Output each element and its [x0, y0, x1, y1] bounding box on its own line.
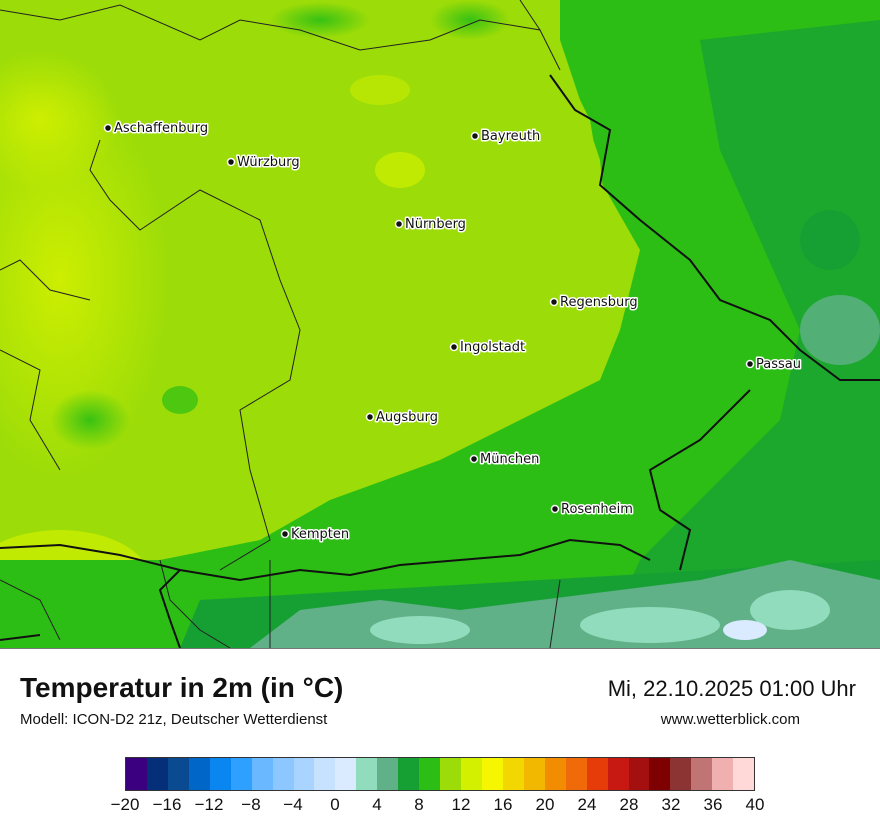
legend-swatch — [481, 758, 503, 790]
legend-swatch — [440, 758, 461, 790]
city-label: Aschaffenburg — [114, 121, 208, 136]
legend-swatch — [461, 758, 482, 790]
legend-swatch — [586, 758, 608, 790]
legend-swatch — [356, 758, 378, 790]
legend-swatch — [314, 758, 336, 790]
city-label: Regensburg — [560, 295, 638, 310]
legend-swatch — [544, 758, 566, 790]
legend-swatch — [733, 758, 755, 790]
forecast-datetime: Mi, 22.10.2025 01:00 Uhr — [607, 676, 856, 701]
legend-swatch — [670, 758, 692, 790]
city-markers: Aschaffenburg Würzburg Bayreuth Nürnberg Reg… — [103, 120, 802, 544]
legend-tick-label: −20 — [110, 795, 140, 814]
legend-tick-label: 12 — [451, 795, 471, 814]
legend-swatch — [565, 758, 587, 790]
model-info: Modell: ICON-D2 21z, Deutscher Wetterdie… — [20, 711, 328, 728]
legend-tick-label: 24 — [577, 795, 597, 814]
legend-tick-label: 0 — [330, 795, 340, 814]
city-label: Nürnberg — [405, 217, 466, 232]
legend-swatch — [272, 758, 294, 790]
city-label: Ingolstadt — [460, 340, 525, 355]
legend-swatch — [230, 758, 252, 790]
legend-swatch — [523, 758, 545, 790]
city-marker-dot — [394, 219, 404, 229]
city-marker-dot — [745, 359, 755, 369]
legend-tick-label: −8 — [241, 795, 261, 814]
legend-swatch — [167, 758, 189, 790]
city-label: Passau — [756, 357, 801, 372]
legend-swatch — [126, 758, 147, 790]
legend-tick-label: 28 — [619, 795, 639, 814]
city-marker-dot — [470, 131, 480, 141]
city-marker-dot — [103, 123, 113, 133]
map-canvas: Aschaffenburg Würzburg Bayreuth Nürnberg Reg… — [0, 0, 880, 648]
legend-swatch — [607, 758, 629, 790]
legend-swatch — [398, 758, 420, 790]
legend-swatch — [628, 758, 650, 790]
legend-swatch — [209, 758, 231, 790]
city-marker-dot — [365, 412, 375, 422]
website-link[interactable]: www.wetterblick.com — [660, 711, 800, 728]
city-label: Augsburg — [376, 410, 438, 425]
city-label: Kempten — [291, 527, 349, 542]
city-label: Würzburg — [237, 155, 300, 170]
legend-swatch — [419, 758, 441, 790]
legend-tick-label: −12 — [194, 795, 224, 814]
temperature-map[interactable]: Aschaffenburg Würzburg Bayreuth Nürnberg Reg… — [0, 0, 880, 649]
city-marker-dot — [469, 454, 479, 464]
map-title: Temperatur in 2m (in °C) — [20, 672, 344, 703]
city-marker-dot — [280, 529, 290, 539]
legend-swatch — [377, 758, 399, 790]
legend-tick-label: −4 — [283, 795, 303, 814]
legend-swatch — [188, 758, 210, 790]
city-label: Bayreuth — [481, 129, 540, 144]
legend-swatch — [146, 758, 168, 790]
legend-tick-label: 40 — [745, 795, 765, 814]
legend-ticks: −20 −16 −12 −8 −4 0 4 8 12 16 20 24 28 32 36 40 — [111, 795, 765, 819]
legend-swatch — [691, 758, 713, 790]
legend-swatch — [502, 758, 524, 790]
legend-swatch — [712, 758, 734, 790]
city-label: Rosenheim — [561, 502, 633, 517]
city-label: München — [480, 452, 539, 467]
legend-tick-label: 4 — [372, 795, 382, 814]
city-marker-dot — [549, 297, 559, 307]
city-marker-dot — [449, 342, 459, 352]
city-marker-dot — [550, 504, 560, 514]
legend-tick-label: 20 — [535, 795, 555, 814]
legend-swatch — [251, 758, 273, 790]
city-marker-dot — [226, 157, 236, 167]
legend-tick-label: 36 — [703, 795, 723, 814]
legend-tick-label: −16 — [152, 795, 182, 814]
legend-swatch — [335, 758, 357, 790]
legend-swatch — [293, 758, 315, 790]
legend-swatch — [649, 758, 671, 790]
legend-tick-label: 8 — [414, 795, 424, 814]
color-legend — [125, 757, 755, 791]
legend-tick-label: 32 — [661, 795, 681, 814]
legend-tick-label: 16 — [493, 795, 513, 814]
